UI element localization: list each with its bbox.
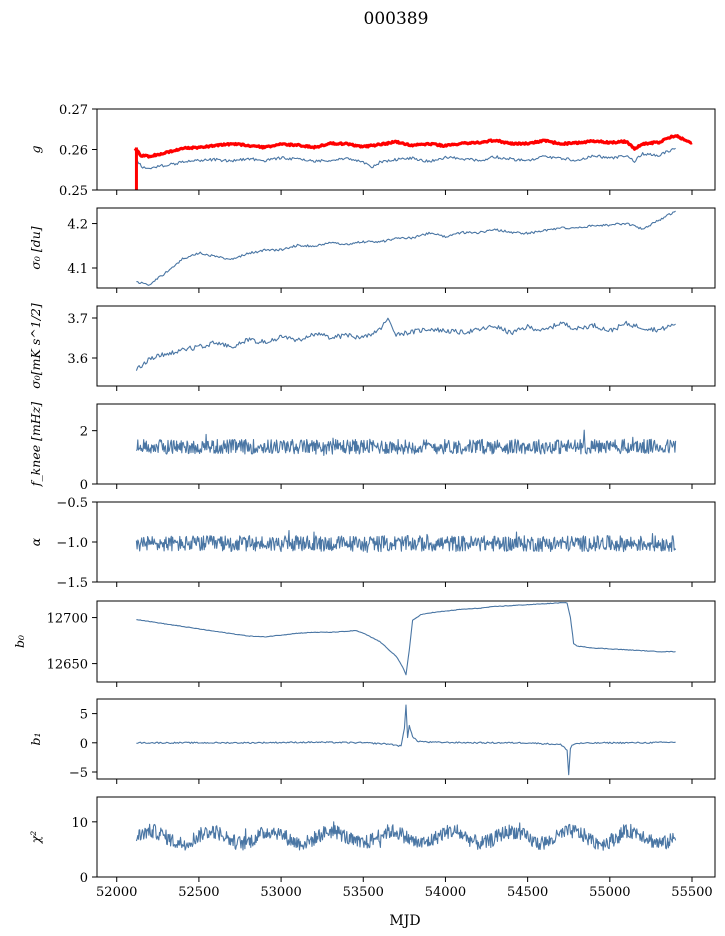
y-tick-label-g: 0.25 xyxy=(59,184,88,199)
y-axis-label-b1: b₁ xyxy=(28,732,43,745)
x-axis-label: MJD xyxy=(389,913,420,929)
series-line-g-blue xyxy=(135,147,676,170)
y-tick-label-b1: 0 xyxy=(80,737,88,752)
y-tick-label-alpha: −1.0 xyxy=(56,536,88,551)
y-axis-label-alpha: α xyxy=(28,537,43,546)
panel-sigma0_mk: 3.6 3.7 σ₀[mK s^1/2] xyxy=(28,303,716,391)
axes-frame-fknee xyxy=(96,403,716,485)
x-tick-label: 54000 xyxy=(425,885,466,900)
panel-b0: 12650 12700 b₀ xyxy=(12,600,716,687)
series-line-alpha-blue xyxy=(135,530,677,553)
y-tick-label-alpha: −0.5 xyxy=(56,496,88,511)
y-tick-label-b0: 12700 xyxy=(47,612,88,627)
axes-frame-sigma0_du xyxy=(96,207,716,289)
panel-chi2: 0 10 52000 52500 53000 53500 54000 54500 55000 55… xyxy=(28,796,716,900)
y-tick-label-fknee: 0 xyxy=(80,478,88,493)
y-tick-label-fknee: 2 xyxy=(80,425,88,440)
y-tick-label-chi2: 0 xyxy=(80,871,88,886)
y-axis-label-sigma0_du: σ₀ [du] xyxy=(28,226,43,269)
y-tick-label-sigma0_mk: 3.7 xyxy=(67,312,88,327)
panel-b1: −5 0 5 b₁ xyxy=(28,698,716,784)
x-tick-label: 52500 xyxy=(178,885,219,900)
panel-fknee: 0 2 f_knee [mHz] xyxy=(28,402,716,493)
y-axis-label-sigma0_mk: σ₀[mK s^1/2] xyxy=(28,303,43,389)
y-axis-label-fknee: f_knee [mHz] xyxy=(28,402,43,487)
x-tick-label: 53000 xyxy=(260,885,301,900)
y-tick-label-b0: 12650 xyxy=(47,658,88,673)
y-tick-label-sigma0_du: 4.1 xyxy=(67,262,88,277)
y-tick-label-g: 0.26 xyxy=(59,144,88,159)
series-line-sigma0_mk-blue xyxy=(135,317,676,371)
y-tick-label-sigma0_mk: 3.6 xyxy=(67,352,88,367)
series-line-chi2-blue xyxy=(135,821,677,851)
figure-title: 000389 xyxy=(364,9,429,29)
y-tick-label-b1: −5 xyxy=(69,766,88,781)
y-axis-label-chi2: χ² xyxy=(28,831,43,845)
x-tick-label: 55500 xyxy=(671,885,712,900)
y-axis-label-g: g xyxy=(28,145,43,153)
y-tick-label-g: 0.27 xyxy=(59,103,88,118)
x-tick-label: 53500 xyxy=(343,885,384,900)
y-tick-label-sigma0_du: 4.2 xyxy=(67,218,88,233)
panel-sigma0_du: 4.1 4.2 σ₀ [du] xyxy=(28,207,716,293)
axes-frame-b0 xyxy=(96,600,716,683)
series-line-sigma0_du-blue xyxy=(136,210,676,286)
panel-g: 0.25 0.26 0.27 g xyxy=(28,103,716,199)
panels: 0.25 0.26 0.27 g 4.1 4.2 σ₀ [du] 3.6 3.7 σ₀[mK s^… xyxy=(12,103,716,900)
x-tick-label: 54500 xyxy=(507,885,548,900)
axes-frame-b1 xyxy=(96,698,716,780)
series-line-g-red xyxy=(133,134,693,159)
x-tick-label: 52000 xyxy=(96,885,137,900)
series-line-fknee-blue xyxy=(135,429,677,456)
y-tick-label-b1: 5 xyxy=(80,708,88,723)
y-tick-label-chi2: 10 xyxy=(71,816,88,831)
axes-frame-chi2 xyxy=(96,796,716,878)
y-tick-label-alpha: −1.5 xyxy=(56,576,88,591)
panel-alpha: −1.5 −1.0 −0.5 α xyxy=(28,496,716,591)
series-line-b1-blue xyxy=(136,704,676,776)
axes-frame-sigma0_mk xyxy=(96,305,716,387)
y-axis-label-b0: b₀ xyxy=(12,635,27,648)
x-tick-label: 55000 xyxy=(589,885,630,900)
series-line-b0-blue xyxy=(136,602,676,676)
